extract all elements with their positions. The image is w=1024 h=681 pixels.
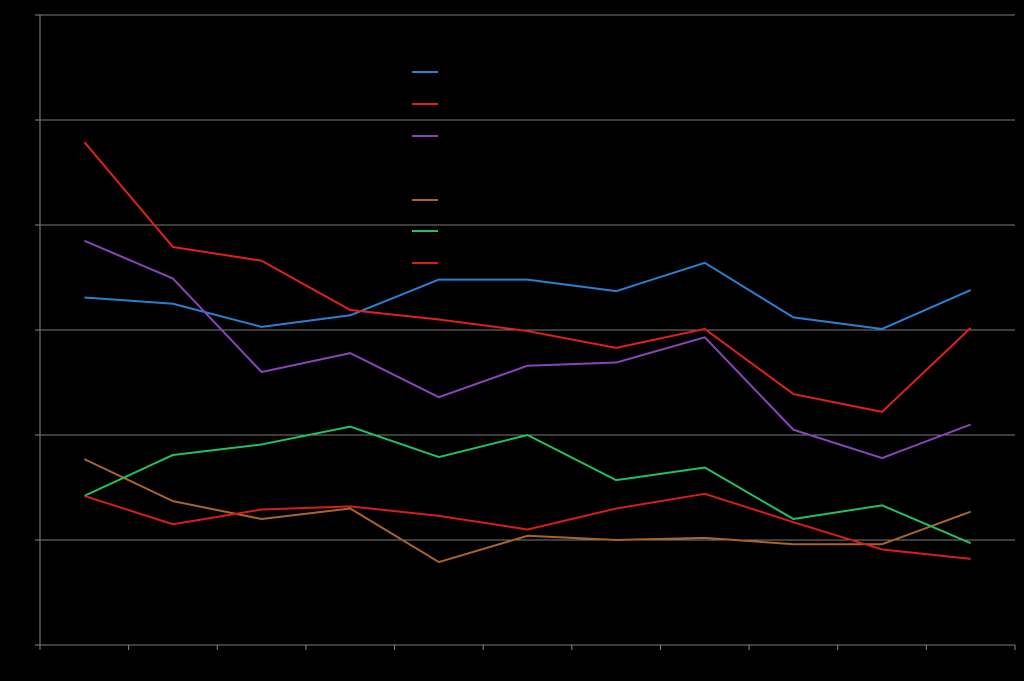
series-line xyxy=(83,239,972,460)
series-line xyxy=(84,492,971,560)
series-line xyxy=(83,425,972,545)
series-line xyxy=(83,458,972,564)
series-line xyxy=(84,261,972,330)
series-line xyxy=(83,141,972,413)
